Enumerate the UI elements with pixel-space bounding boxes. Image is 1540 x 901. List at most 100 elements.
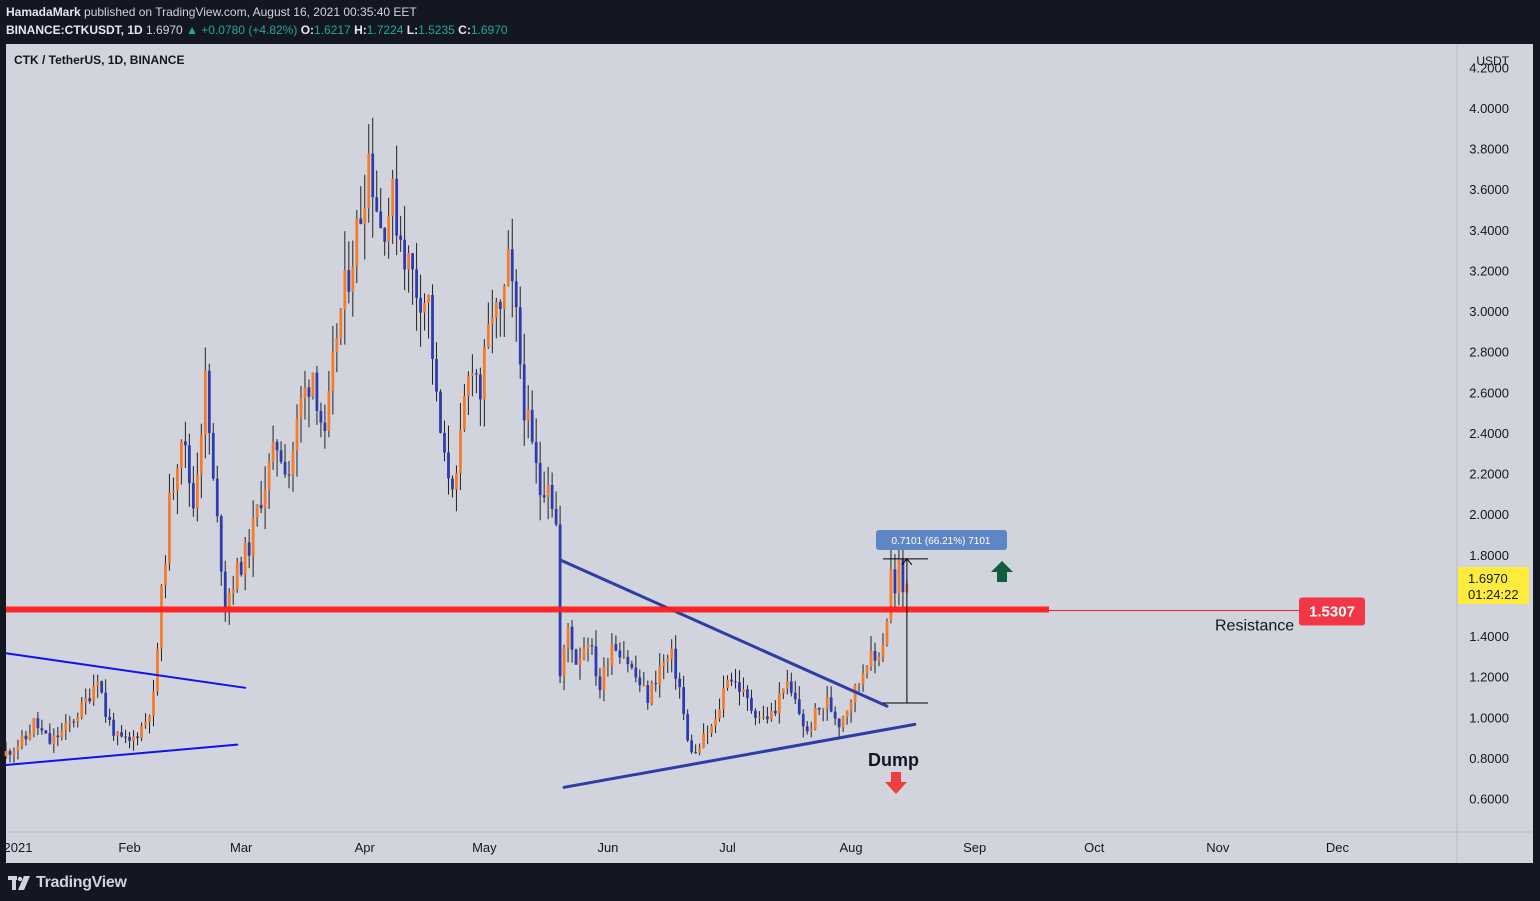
candle-body: [809, 729, 813, 732]
close-label: C:: [458, 23, 471, 37]
candle-body: [857, 684, 861, 686]
candle-body: [630, 664, 634, 668]
candle-body: [785, 681, 789, 689]
candle-body: [642, 685, 646, 687]
candle-body: [227, 593, 231, 608]
measure-label: 0.7101 (66.21%) 7101: [876, 530, 1007, 550]
candle-body: [295, 418, 299, 451]
candle-body: [88, 698, 92, 702]
candle-body: [614, 644, 618, 651]
candle-body: [275, 441, 279, 451]
candle-body: [893, 569, 897, 594]
candle-body: [510, 249, 514, 282]
author-name[interactable]: HamadaMark: [6, 5, 81, 19]
tradingview-logo-text: TradingView: [36, 874, 127, 891]
candle-body: [68, 721, 72, 724]
candle-body: [279, 450, 283, 462]
candle-body: [594, 646, 598, 677]
candle-body: [761, 716, 765, 718]
candle-body: [92, 686, 96, 702]
price-tick-label: 1.0000: [1469, 710, 1509, 725]
candle-body: [558, 524, 562, 677]
candle-body: [435, 358, 438, 392]
candle-body: [518, 307, 522, 365]
candle-body: [283, 461, 287, 475]
candle-body: [128, 736, 131, 741]
price-tick-label: 1.2000: [1469, 670, 1509, 685]
candle-body: [718, 709, 721, 719]
candle-body: [901, 558, 905, 593]
candle-body: [797, 699, 801, 714]
symbol-label: BINANCE:CTKUSDT, 1D: [6, 23, 143, 37]
candle-body: [502, 285, 506, 310]
candle-body: [371, 153, 375, 198]
resistance-band: [6, 606, 1049, 613]
candle-body: [849, 702, 853, 711]
candle-body: [423, 303, 426, 313]
candle-body: [267, 461, 271, 490]
candle-body: [327, 391, 331, 432]
price-tick-label: 3.6000: [1469, 182, 1509, 197]
pane-title: CTK / TetherUS, 1D, BINANCE: [14, 53, 185, 67]
candle-body: [323, 422, 327, 432]
price-tick-label: 3.4000: [1469, 223, 1509, 238]
candle-body: [746, 689, 749, 698]
candle-body: [538, 463, 542, 496]
candle-body: [239, 561, 243, 575]
candle-body: [100, 681, 104, 693]
candle-body: [841, 716, 845, 728]
candle-body: [526, 409, 530, 421]
time-tick-label: May: [472, 840, 497, 855]
candle-body: [207, 370, 211, 433]
candle-body: [861, 673, 865, 685]
candle-body: [670, 648, 674, 660]
candle-body: [315, 372, 319, 411]
candle-body: [885, 620, 889, 645]
descending-trendline: [558, 558, 889, 708]
candle-body: [590, 645, 594, 647]
candle-body: [427, 294, 430, 304]
candle-body: [574, 649, 578, 665]
wedge-upper-line: [5, 652, 247, 689]
price-tick-label: 2.6000: [1469, 385, 1509, 400]
candle-body: [363, 207, 367, 225]
candle-body: [610, 644, 614, 666]
candle-body: [415, 269, 418, 298]
candle-body: [199, 434, 203, 475]
candle-body: [463, 395, 466, 430]
resistance-price-tag: 1.5307: [1299, 597, 1365, 626]
candle-body: [474, 373, 478, 375]
footer: TradingView: [0, 864, 1540, 901]
candle-body: [710, 725, 713, 734]
candle-body: [793, 692, 797, 700]
candle-body: [873, 650, 877, 661]
candle-body: [706, 733, 709, 735]
candle-body: [160, 585, 163, 649]
candle-body: [96, 681, 100, 687]
candle-body: [40, 728, 44, 731]
price-change: ▲ +0.0780 (+4.82%): [186, 23, 298, 37]
tradingview-logo[interactable]: TradingView: [8, 874, 127, 892]
publisher-line: HamadaMark published on TradingView.com,…: [6, 5, 417, 19]
measure-label-bg: [876, 530, 1007, 550]
chart-pane[interactable]: [6, 44, 1533, 863]
candle-body: [562, 647, 566, 677]
candle-body: [897, 558, 901, 594]
candles: [4, 117, 909, 763]
last-price: 1.6970: [146, 23, 183, 37]
candle-body: [176, 468, 179, 491]
candle-body: [172, 490, 175, 493]
candle-body: [813, 707, 817, 730]
last-price-tag-bg: [1458, 567, 1529, 604]
time-tick-label: Dec: [1326, 840, 1350, 855]
candle-body: [187, 445, 191, 484]
candle-body: [52, 735, 56, 744]
price-tick-label: 2.2000: [1469, 467, 1509, 482]
candle-body: [303, 387, 307, 399]
price-tick-label: 0.6000: [1469, 792, 1509, 807]
price-tick-label: 2.0000: [1469, 507, 1509, 522]
published-text: published on TradingView.com, August 16,…: [80, 5, 417, 19]
candle-body: [32, 718, 36, 734]
candle-body: [391, 178, 395, 217]
